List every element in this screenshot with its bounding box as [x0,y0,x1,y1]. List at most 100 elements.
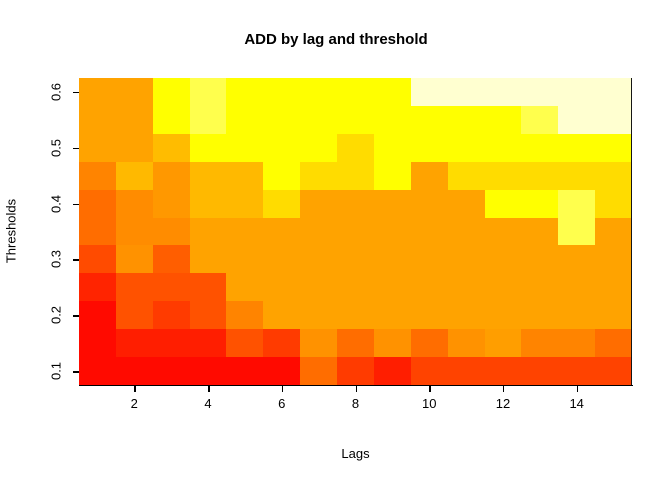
heatmap-cell [226,217,264,246]
heatmap-cell [263,189,301,218]
heatmap-cell [189,105,227,134]
x-tick [502,386,505,392]
heatmap-cell [152,189,190,218]
heatmap-cell [484,329,522,358]
y-tick-label: 0.6 [48,82,64,101]
heatmap-cell [189,245,227,274]
heatmap-cell [152,78,190,106]
x-tick-label: 2 [130,396,138,411]
heatmap-cell [410,329,448,358]
heatmap-cell [263,217,301,246]
heatmap-cell [115,357,153,385]
heatmap-cell [152,329,190,358]
y-tick [73,259,79,261]
y-tick [73,91,79,94]
heatmap-cell [595,245,632,274]
heatmap-cell [79,189,116,218]
y-tick-label: 0.2 [48,306,64,325]
y-tick-label: 0.1 [48,361,64,381]
heatmap-cell [79,245,116,274]
heatmap-cell [521,301,559,330]
heatmap-cell [447,245,485,274]
chart-title: ADD by lag and threshold [244,31,428,48]
heatmap-cell [373,133,411,162]
heatmap-cell [79,273,116,302]
heatmap-cell [373,357,411,385]
heatmap-cell [263,273,301,302]
heatmap-cell [484,161,522,190]
heatmap-cell [152,105,190,134]
heatmap-cell [447,189,485,218]
heatmap-cell [521,161,559,190]
heatmap-cell [115,301,153,330]
heatmap-cell [595,189,632,218]
heatmap-grid [79,78,632,385]
heatmap-cell [484,273,522,302]
heatmap-cell [79,161,116,190]
heatmap-cell [263,357,301,385]
heatmap-cell [337,245,374,274]
heatmap-cell [226,189,264,218]
heatmap-cell [115,161,153,190]
heatmap-cell [263,301,301,330]
heatmap-cell [226,133,264,162]
heatmap-cell [300,189,338,218]
heatmap-cell [337,105,374,134]
heatmap-cell [595,301,632,330]
heatmap-cell [152,161,190,190]
heatmap-cell [152,357,190,385]
y-tick-label: 0.4 [48,194,64,213]
heatmap-cell [79,329,116,358]
heatmap-cell [595,273,632,302]
heatmap-cell [373,245,411,274]
heatmap-cell [410,78,448,106]
heatmap-cell [79,357,116,385]
y-tick [73,371,79,373]
heatmap-cell [79,301,116,330]
heatmap-cell [115,189,153,218]
heatmap-cell [337,189,374,218]
heatmap-cell [521,273,559,302]
heatmap-cell [521,105,559,134]
heatmap-cell [115,329,153,358]
heatmap-cell [115,217,153,246]
x-tick [355,386,357,392]
heatmap-cell [410,273,448,302]
y-tick [73,203,79,206]
heatmap-cell [410,301,448,330]
heatmap-cell [226,245,264,274]
heatmap-cell [521,245,559,274]
heatmap-cell [152,133,190,162]
heatmap-cell [521,357,559,385]
heatmap-cell [558,357,596,385]
heatmap-cell [226,105,264,134]
heatmap-cell [558,189,596,218]
heatmap-cell [558,245,596,274]
plot-right-border [630,78,632,385]
heatmap-cell [337,133,374,162]
heatmap-cell [300,133,338,162]
heatmap-cell [300,245,338,274]
y-tick [73,315,79,317]
heatmap-cell [263,245,301,274]
x-tick [134,386,136,392]
heatmap-cell [152,301,190,330]
heatmap-cell [558,273,596,302]
heatmap-cell [484,357,522,385]
heatmap-cell [189,161,227,190]
heatmap-cell [337,273,374,302]
heatmap-cell [595,78,632,106]
heatmap-cell [595,161,632,190]
x-tick [429,386,431,392]
heatmap-cell [337,301,374,330]
y-axis-label: Thresholds [3,198,19,264]
heatmap-cell [447,329,485,358]
heatmap-cell [521,78,559,106]
x-tick-label: 4 [204,396,212,411]
heatmap-cell [300,301,338,330]
x-tick [208,386,210,392]
y-tick-label: 0.5 [48,138,64,157]
heatmap-cell [300,357,338,385]
heatmap-cell [115,105,153,134]
